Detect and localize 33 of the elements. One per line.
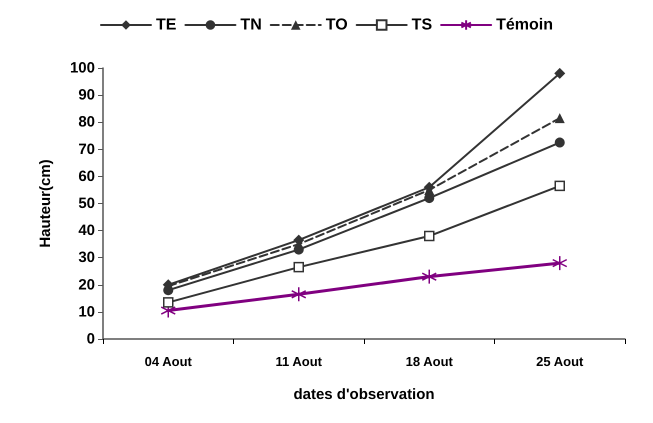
point (552, 255, 568, 271)
x-axis-title: dates d'observation (293, 386, 435, 403)
y-tick-label: 80 (78, 114, 95, 131)
point (163, 297, 174, 308)
point (554, 113, 565, 124)
y-tick-label: 90 (78, 86, 95, 104)
y-tick-label: 100 (70, 60, 95, 76)
legend-label: TS (412, 16, 432, 34)
x-tick-label: 11 Aout (276, 354, 323, 369)
point (294, 262, 304, 272)
x-tick-label: 25 Aout (536, 354, 584, 369)
point (422, 268, 437, 284)
legend-label: TE (156, 16, 177, 34)
y-tick-label: 60 (78, 168, 95, 185)
y-tick-label: 10 (78, 303, 95, 320)
y-tick-label: 40 (78, 222, 95, 240)
y-axis-title: Hauteur(cm) (37, 159, 54, 248)
y-tick-label: 30 (78, 249, 95, 266)
y-tick-label: 20 (78, 276, 95, 294)
legend-label: TO (326, 16, 348, 34)
legend-label: TN (240, 16, 262, 34)
point (554, 68, 566, 79)
point (554, 138, 565, 148)
x-tick-label: 18 Aout (406, 354, 454, 369)
y-tick-label: 0 (86, 330, 95, 348)
x-tick-label: 04 Aout (144, 354, 193, 369)
y-tick-label: 50 (78, 195, 95, 212)
legend-label: Témoin (496, 16, 554, 34)
y-tick-label: 70 (78, 140, 95, 158)
point (294, 244, 304, 255)
point (291, 286, 306, 302)
point (554, 180, 565, 192)
point (424, 230, 434, 242)
